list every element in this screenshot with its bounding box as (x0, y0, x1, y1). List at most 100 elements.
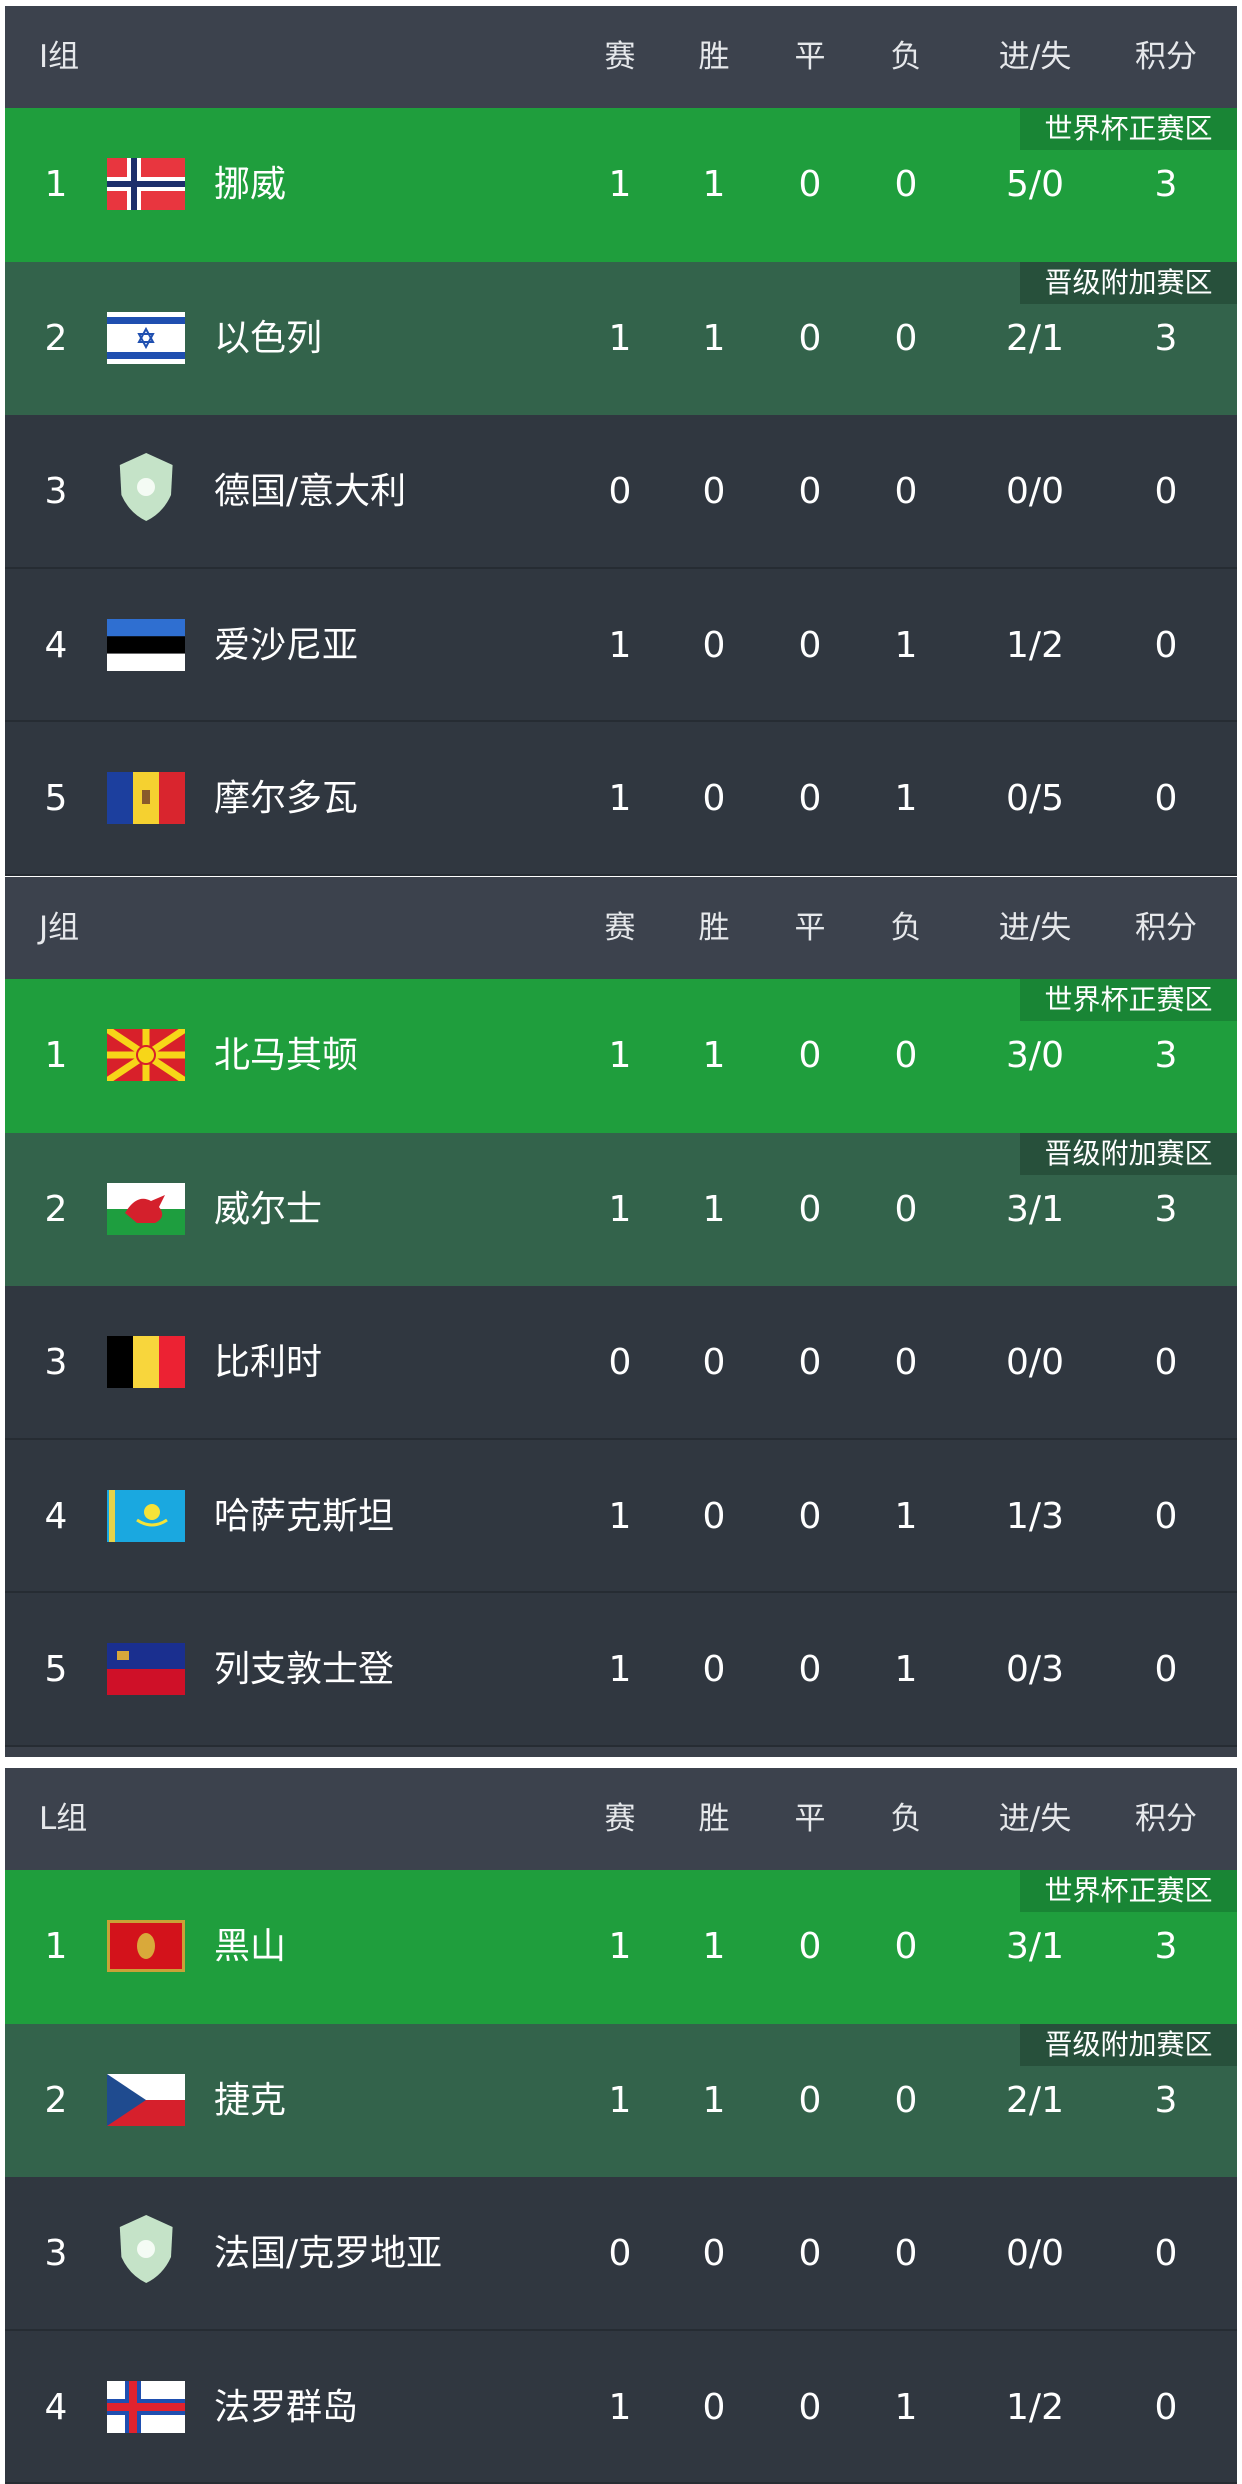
stat-cell: 5/0 (1006, 108, 1064, 261)
stat-cell: 2/1 (1006, 2024, 1064, 2177)
rank: 2 (45, 1133, 68, 1286)
column-header: 赛 (605, 1768, 636, 1870)
stat-cell: 0 (799, 1133, 822, 1286)
stat-cell: 3 (1155, 979, 1178, 1132)
stat-cell: 2/1 (1006, 262, 1064, 415)
stat-cell: 0 (895, 979, 918, 1132)
group-header: J组赛胜平负进/失积分 (5, 877, 1237, 979)
stat-cell: 3 (1155, 1133, 1178, 1286)
stat-cell: 0 (703, 2331, 726, 2484)
team-name[interactable]: 北马其顿 (214, 979, 358, 1132)
team-name[interactable]: 哈萨克斯坦 (214, 1440, 394, 1593)
group-name: I组 (39, 6, 79, 108)
team-name[interactable]: 法罗群岛 (214, 2331, 358, 2484)
stat-cell: 1 (609, 1440, 632, 1593)
team-name[interactable]: 摩尔多瓦 (214, 722, 358, 875)
team-name[interactable]: 挪威 (214, 108, 286, 261)
stat-cell: 0 (799, 1870, 822, 2023)
stat-cell: 3/0 (1006, 979, 1064, 1132)
stat-cell: 0 (799, 2331, 822, 2484)
stat-cell: 0 (895, 1286, 918, 1439)
column-header: 负 (891, 877, 922, 979)
stat-cell: 1 (609, 108, 632, 261)
stat-cell: 0 (703, 569, 726, 722)
team-name[interactable]: 黑山 (214, 1870, 286, 2023)
israel-flag-icon (107, 312, 185, 364)
stat-cell: 0 (609, 1286, 632, 1439)
rank: 4 (45, 2331, 68, 2484)
column-header: 积分 (1135, 1768, 1197, 1870)
team-name[interactable]: 德国/意大利 (214, 415, 406, 568)
stat-cell: 1 (609, 2331, 632, 2484)
stat-cell: 1 (895, 2331, 918, 2484)
stat-cell: 0 (1155, 722, 1178, 875)
team-name[interactable]: 以色列 (214, 262, 322, 415)
stat-cell: 0 (799, 1440, 822, 1593)
column-header: 胜 (699, 6, 730, 108)
column-header: 负 (891, 1768, 922, 1870)
team-name[interactable]: 比利时 (214, 1286, 322, 1439)
stat-cell: 0 (799, 2177, 822, 2330)
column-header: 胜 (699, 1768, 730, 1870)
team-name[interactable]: 捷克 (214, 2024, 286, 2177)
wales-flag-icon (107, 1183, 185, 1235)
rank: 1 (45, 1870, 68, 2023)
stat-cell: 3 (1155, 108, 1178, 261)
group-name: J组 (39, 877, 79, 979)
stat-cell: 1 (703, 108, 726, 261)
stat-cell: 0 (1155, 569, 1178, 722)
stat-cell: 1 (609, 2024, 632, 2177)
north-macedonia-flag-icon (107, 1029, 185, 1081)
stat-cell: 0 (1155, 2331, 1178, 2484)
shield-icon (107, 2215, 185, 2291)
stat-cell: 0 (799, 2024, 822, 2177)
stat-cell: 0 (799, 108, 822, 261)
column-header: 平 (795, 1768, 826, 1870)
rank: 2 (45, 2024, 68, 2177)
column-header: 积分 (1135, 877, 1197, 979)
stat-cell: 0/5 (1006, 722, 1064, 875)
montenegro-flag-icon (107, 1920, 185, 1972)
column-header: 赛 (605, 6, 636, 108)
stat-cell: 0/3 (1006, 1593, 1064, 1746)
team-name[interactable]: 法国/克罗地亚 (214, 2177, 442, 2330)
team-name[interactable]: 威尔士 (214, 1133, 322, 1286)
stat-cell: 1 (609, 1133, 632, 1286)
stat-cell: 0 (703, 1593, 726, 1746)
team-name[interactable]: 列支敦士登 (214, 1593, 394, 1746)
stat-cell: 0 (703, 415, 726, 568)
stat-cell: 0 (799, 722, 822, 875)
stat-cell: 3 (1155, 262, 1178, 415)
stat-cell: 0 (609, 2177, 632, 2330)
stat-cell: 0 (895, 262, 918, 415)
stat-cell: 0 (1155, 2177, 1178, 2330)
stat-cell: 0 (799, 569, 822, 722)
stat-cell: 0/0 (1006, 415, 1064, 568)
stat-cell: 1 (609, 569, 632, 722)
stat-cell: 1 (703, 979, 726, 1132)
stat-cell: 0 (799, 1593, 822, 1746)
shield-icon (107, 453, 185, 529)
stat-cell: 0 (703, 722, 726, 875)
stat-cell: 1 (609, 1870, 632, 2023)
stat-cell: 3 (1155, 2024, 1178, 2177)
team-name[interactable]: 爱沙尼亚 (214, 569, 358, 722)
estonia-flag-icon (107, 619, 185, 671)
norway-flag-icon (107, 158, 185, 210)
stat-cell: 1 (895, 722, 918, 875)
